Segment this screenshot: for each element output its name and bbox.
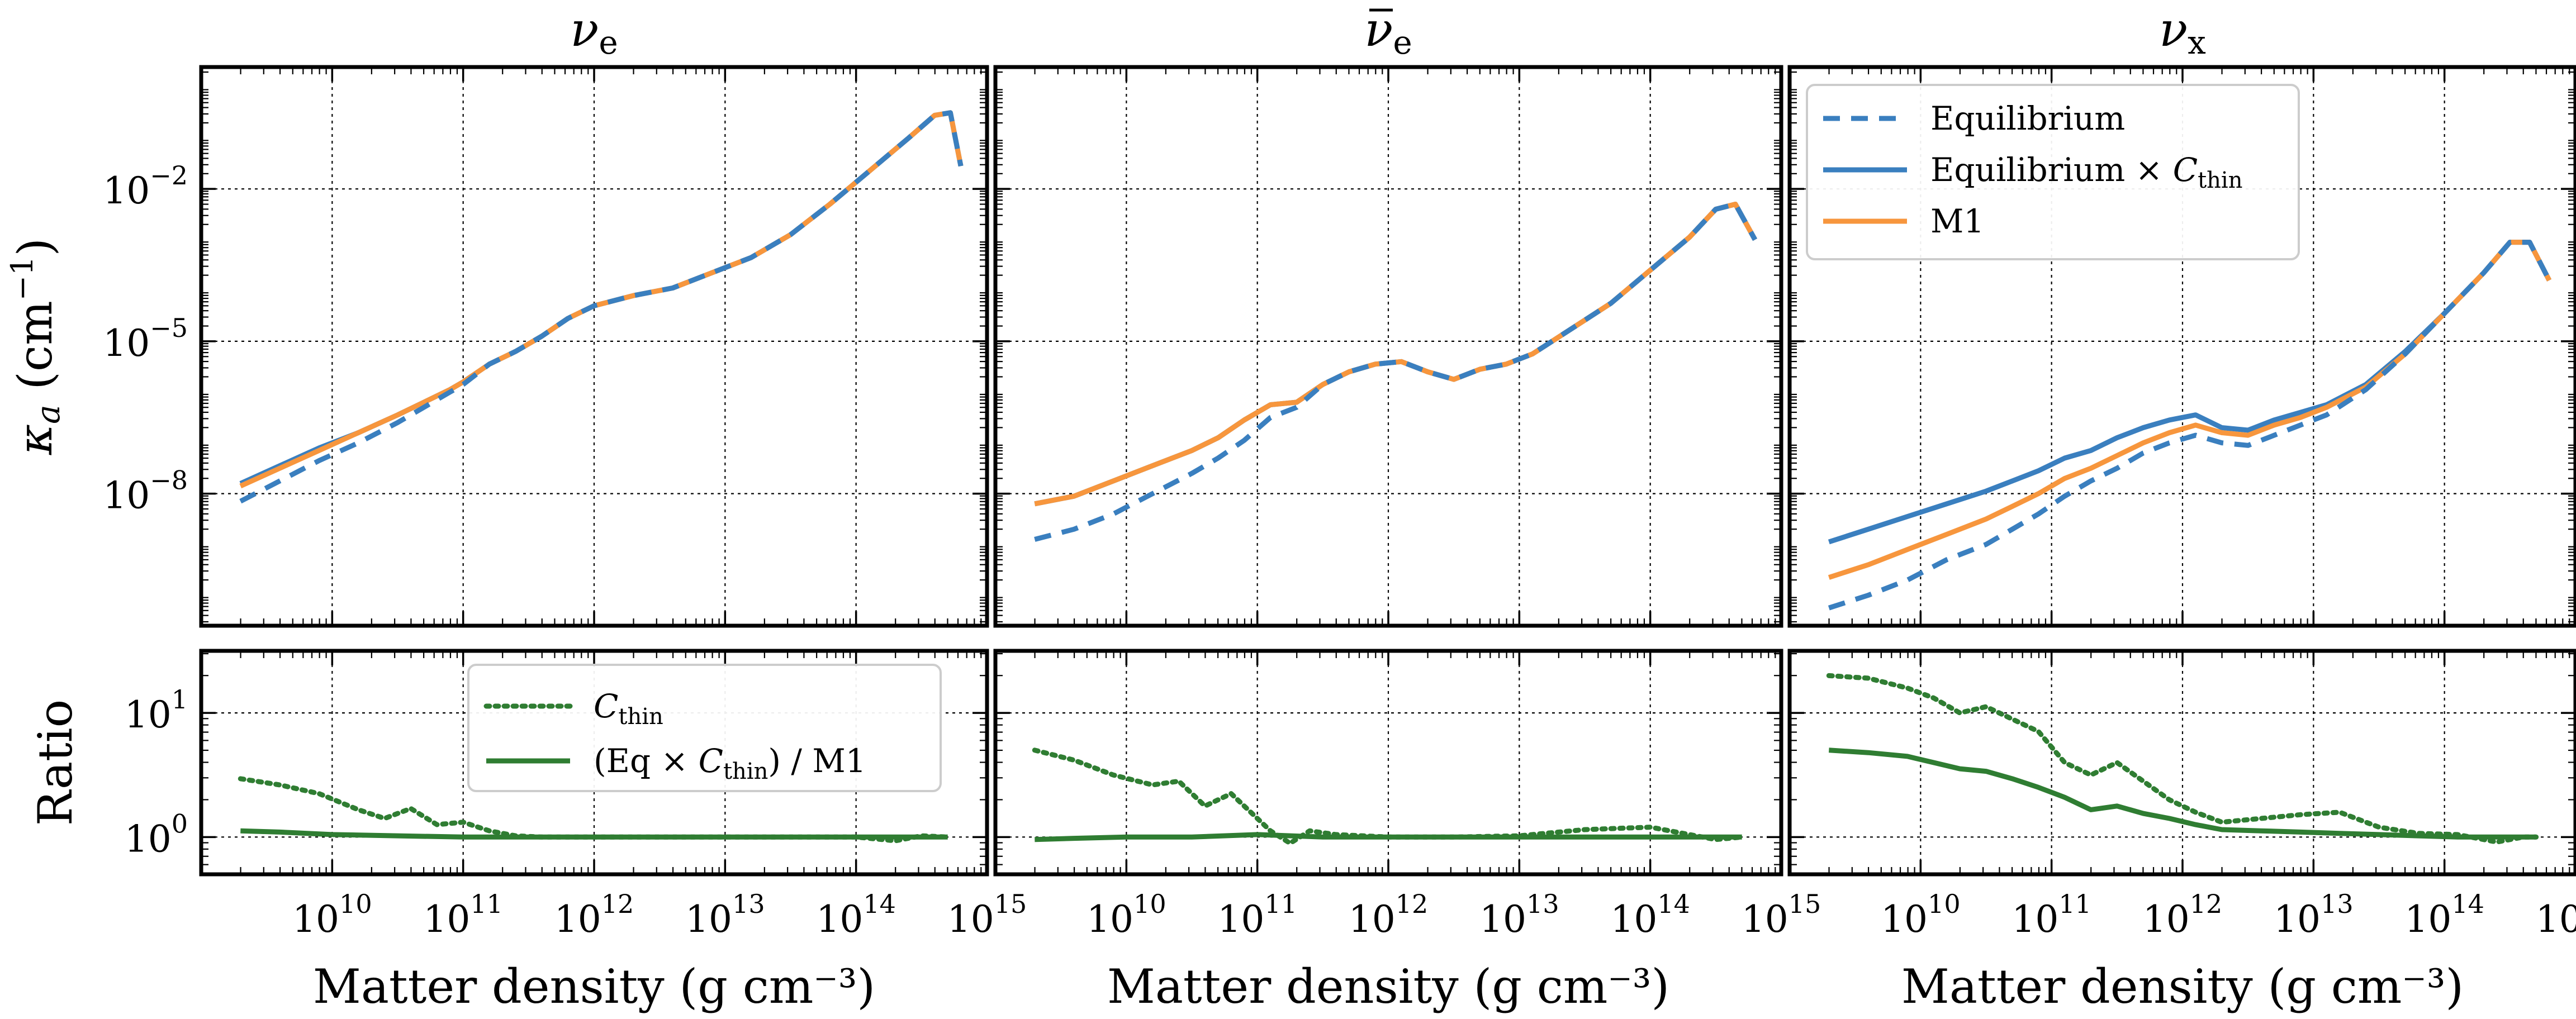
y-tick-label: 10−5: [103, 313, 188, 365]
series-equilibrium: [1034, 202, 1758, 542]
series-m1: [239, 110, 964, 489]
series-eq-cthin-over-m1: [1829, 747, 2536, 840]
x-axis-label: Matter density (g cm⁻³): [1107, 959, 1669, 1014]
legend-entry-label: Equilibrium: [1930, 99, 2125, 137]
frames-layer: [199, 65, 2576, 877]
legend-ratio: Cthin (Eq × Cthin) / M1: [467, 664, 942, 792]
x-tick-label: 1013: [1479, 889, 1559, 941]
x-axis-label: Matter density (g cm⁻³): [313, 959, 875, 1014]
legend-ratio-box: [467, 664, 942, 792]
y-axis-label-ratio: Ratio: [28, 699, 83, 826]
series-m1: [1034, 202, 1758, 507]
legend-entry-label: Equilibrium × Cthin: [1930, 151, 2242, 193]
y-tick-label: 100: [125, 808, 188, 860]
series-equilibrium: [1828, 240, 2552, 611]
x-tick-label: 1015: [1742, 889, 1821, 941]
x-tick-label: 1011: [1217, 889, 1297, 941]
y-tick-label: 10−2: [103, 160, 188, 212]
legend-entry-label: Cthin: [594, 687, 663, 730]
text-layer: νe 1010 1011 1012 1013 1014 1015 Matter density…: [4, 2, 2576, 1014]
x-tick-label: 1012: [2143, 889, 2223, 941]
x-tick-label: 1010: [1881, 889, 1961, 941]
x-tick-label: 1015: [2536, 889, 2576, 941]
series-layer: [238, 110, 2552, 846]
x-axis-label: Matter density (g cm⁻³): [1901, 959, 2464, 1014]
series-equilibrium-cthin: [1034, 202, 1758, 507]
x-tick-label: 1010: [1087, 889, 1166, 941]
axes-frame: [199, 65, 989, 628]
x-tick-label: 1010: [292, 889, 372, 941]
x-tick-label: 1015: [947, 889, 1027, 941]
panel-title: νe: [570, 2, 618, 61]
y-tick-label: 101: [125, 684, 188, 736]
series-equilibrium-cthin: [1828, 240, 2552, 545]
x-tick-label: 1012: [1349, 889, 1429, 941]
legend-layer: Equilibrium Equilibrium × Cthin M1 Cthin (Eq…: [467, 84, 2300, 792]
x-tick-label: 1011: [423, 889, 503, 941]
legend-top: Equilibrium Equilibrium × Cthin M1: [1806, 84, 2300, 260]
series-equilibrium: [239, 110, 964, 504]
x-tick-label: 1014: [2404, 889, 2484, 941]
legend-top-box: [1806, 84, 2300, 260]
x-tick-label: 1014: [816, 889, 896, 941]
series-cthin: [1032, 747, 1745, 846]
series-eq-cthin-over-m1: [240, 828, 948, 840]
series-eq-cthin-over-m1: [1035, 832, 1742, 842]
series-equilibrium-cthin: [239, 110, 964, 486]
x-tick-label: 1013: [2274, 889, 2354, 941]
x-tick-label: 1013: [685, 889, 765, 941]
x-tick-label: 1012: [554, 889, 634, 941]
axes-frame: [993, 65, 1783, 628]
legend-entry-label: (Eq × Cthin) / M1: [594, 742, 866, 784]
panel-title: νx: [2159, 2, 2206, 61]
series-m1: [1828, 240, 2552, 580]
y-axis-label-kappa: κa (cm−1): [4, 238, 67, 455]
legend-entry-label: M1: [1930, 202, 1984, 240]
x-tick-label: 1014: [1610, 889, 1690, 941]
y-tick-label: 10−8: [103, 465, 188, 517]
x-tick-label: 1011: [2012, 889, 2091, 941]
